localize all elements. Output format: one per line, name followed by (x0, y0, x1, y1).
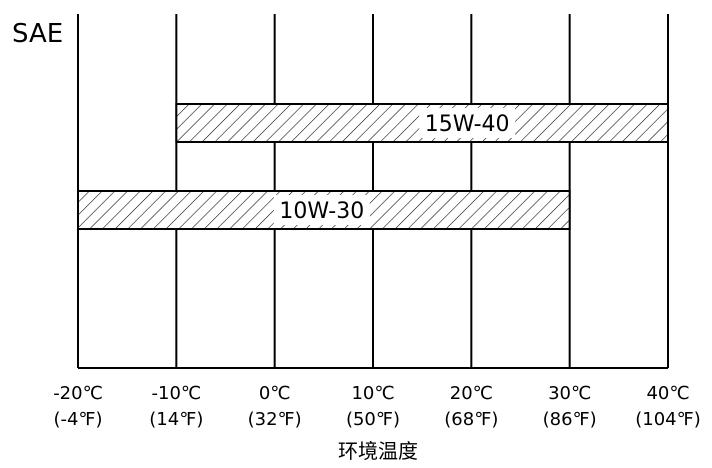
tick-label-celsius: 40℃ (646, 383, 689, 404)
tick-label-fahrenheit: (32℉) (248, 409, 302, 430)
bar-15w-40: 15W-40 (175, 103, 669, 143)
bar-label-bg (273, 195, 370, 225)
tick-label-fahrenheit: (104℉) (635, 409, 701, 430)
bar-label: 15W-40 (425, 112, 510, 137)
bar-10w-30: 10W-30 (77, 190, 571, 230)
tick-label-celsius: 30℃ (548, 383, 591, 404)
tick-label-fahrenheit: (68℉) (444, 409, 498, 430)
tick-label-celsius: 0℃ (259, 383, 291, 404)
tick-label-fahrenheit: (-4℉) (53, 409, 102, 430)
tick-label-fahrenheit: (50℉) (346, 409, 400, 430)
tick-label-celsius: 10℃ (351, 383, 394, 404)
x-axis-ticks: -20℃ (-4℉) -10℃ (14℉) 0℃ (32℉) 10℃ (50℉) 20℃ (68℉… (53, 383, 701, 430)
x-axis-title: 环境温度 (338, 439, 418, 463)
bar-label-bg (419, 108, 516, 138)
tick-label-celsius: -20℃ (53, 383, 103, 404)
bar-label: 10W-30 (279, 199, 364, 224)
tick-label-celsius: 20℃ (450, 383, 493, 404)
tick-label-fahrenheit: (14℉) (149, 409, 203, 430)
tick-label-celsius: -10℃ (152, 383, 202, 404)
tick-label-fahrenheit: (86℉) (543, 409, 597, 430)
chart-title: SAE (12, 19, 63, 49)
viscosity-bars: 15W-40 10W-30 (77, 103, 669, 230)
